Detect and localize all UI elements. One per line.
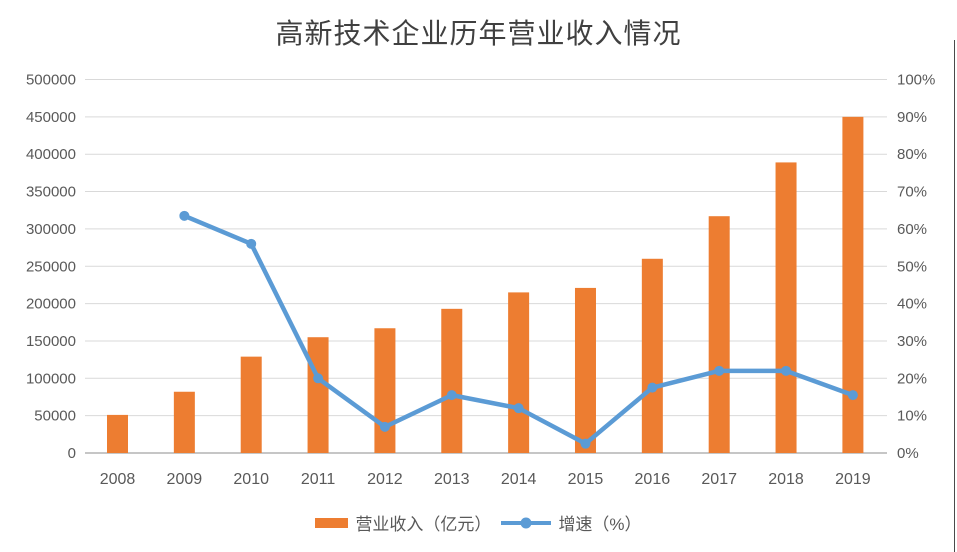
y-axis-right-tick-label: 60% bbox=[897, 221, 927, 238]
y-axis-left-tick-label: 300000 bbox=[26, 221, 76, 238]
legend-label-revenue: 营业收入（亿元） bbox=[355, 515, 492, 534]
legend-item-growth: 增速（%） bbox=[501, 510, 642, 535]
growth-dot-swatch-icon bbox=[520, 517, 532, 528]
bar-2015 bbox=[574, 287, 596, 453]
y-axis-right-tick-label: 70% bbox=[897, 184, 927, 201]
y-axis-right-tick-label: 100% bbox=[897, 72, 935, 89]
growth-line-swatch-icon bbox=[501, 517, 552, 528]
bar-2017 bbox=[708, 216, 730, 453]
y-axis-left-tick-label: 50000 bbox=[34, 408, 76, 425]
growth-line-point bbox=[446, 390, 457, 401]
growth-line-point bbox=[313, 373, 324, 384]
legend-label-growth: 增速（%） bbox=[558, 515, 642, 534]
x-axis-tick-label: 2015 bbox=[568, 471, 604, 488]
bar-2010 bbox=[240, 356, 262, 453]
x-axis-tick-label: 2011 bbox=[301, 471, 336, 488]
x-axis-tick-label: 2018 bbox=[768, 471, 804, 488]
x-axis-tick-label: 2008 bbox=[100, 471, 136, 488]
y-axis-left-tick-label: 450000 bbox=[26, 109, 76, 126]
growth-line-point bbox=[246, 238, 257, 249]
x-axis-tick-label: 2014 bbox=[501, 471, 537, 488]
chart-title: 高新技术企业历年营业收入情况 bbox=[275, 19, 682, 50]
y-axis-right-tick-label: 30% bbox=[897, 333, 927, 350]
growth-line-point bbox=[714, 365, 725, 376]
y-axis-left-tick-label: 500000 bbox=[26, 72, 76, 89]
bar-2008 bbox=[107, 414, 128, 453]
bar-2012 bbox=[374, 328, 396, 453]
bar-2013 bbox=[441, 308, 463, 453]
x-axis-tick-label: 2009 bbox=[167, 471, 203, 488]
chart-legend: 营业收入（亿元） 增速（%） bbox=[0, 510, 957, 535]
x-axis-tick-label: 2017 bbox=[701, 471, 737, 488]
bar-2009 bbox=[173, 391, 195, 453]
bar-2018 bbox=[775, 162, 797, 454]
y-axis-left-tick-label: 350000 bbox=[26, 184, 76, 201]
x-axis-tick-label: 2016 bbox=[635, 471, 671, 488]
y-axis-left-tick-label: 100000 bbox=[26, 370, 76, 387]
y-axis-right-tick-label: 20% bbox=[897, 370, 927, 387]
revenue-bar-swatch-icon bbox=[315, 517, 349, 528]
x-axis-tick-label: 2012 bbox=[367, 471, 403, 488]
legend-item-revenue: 营业收入（亿元） bbox=[315, 510, 491, 535]
x-axis-tick-label: 2010 bbox=[233, 471, 269, 488]
y-axis-right-tick-label: 80% bbox=[897, 146, 927, 163]
y-axis-left-tick-label: 400000 bbox=[26, 146, 76, 163]
y-axis-left-tick-label: 0 bbox=[68, 445, 76, 462]
right-border-line bbox=[954, 40, 955, 552]
y-axis-left-tick-label: 150000 bbox=[26, 333, 76, 350]
y-axis-left-tick-label: 250000 bbox=[26, 258, 76, 275]
y-axis-right-tick-label: 10% bbox=[897, 408, 927, 425]
growth-line-point bbox=[379, 421, 390, 432]
growth-line-point bbox=[847, 390, 858, 401]
bar-2014 bbox=[508, 292, 530, 453]
y-axis-left-tick-label: 200000 bbox=[26, 296, 76, 313]
x-axis-tick-label: 2019 bbox=[835, 471, 871, 488]
y-axis-right-tick-label: 40% bbox=[897, 296, 927, 313]
growth-line-point bbox=[781, 365, 792, 376]
y-axis-right-tick-label: 0% bbox=[897, 445, 919, 462]
chart-canvas: 500000 100%450000 90%400000 80%350000 70%300… bbox=[26, 72, 935, 489]
y-axis-right-tick-label: 50% bbox=[897, 258, 927, 275]
growth-line-point bbox=[513, 403, 524, 414]
x-axis-tick-label: 2013 bbox=[434, 471, 470, 488]
bar-2019 bbox=[842, 116, 864, 453]
y-axis-right-tick-label: 90% bbox=[897, 109, 927, 126]
growth-line-point bbox=[580, 438, 591, 449]
growth-line-point bbox=[179, 210, 190, 221]
growth-line-point bbox=[647, 382, 658, 393]
bar-2016 bbox=[641, 258, 663, 453]
bar-2011 bbox=[307, 337, 329, 453]
